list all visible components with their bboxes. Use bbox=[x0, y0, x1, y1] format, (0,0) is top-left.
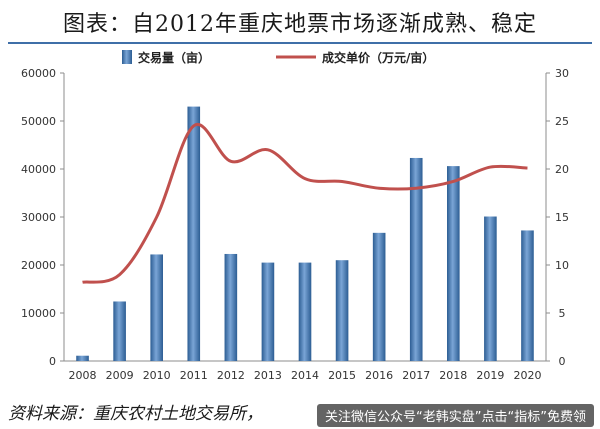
bar-2017 bbox=[409, 157, 423, 361]
bar-2009 bbox=[113, 301, 126, 361]
legend-label-line: 成交单价（万元/亩） bbox=[322, 50, 434, 65]
legend-label-bar: 交易量（亩） bbox=[138, 50, 210, 65]
page-title: 图表：自2012年重庆地票市场逐渐成熟、稳定 bbox=[63, 12, 537, 37]
x-tick-label: 2009 bbox=[106, 369, 134, 382]
x-tick-label: 2017 bbox=[402, 369, 430, 382]
bar-2018 bbox=[447, 166, 460, 361]
x-tick-label: 2019 bbox=[476, 369, 504, 382]
y-left-tick-label: 10000 bbox=[21, 307, 56, 320]
x-tick-label: 2016 bbox=[365, 369, 393, 382]
bar-2020 bbox=[521, 230, 534, 361]
y-right-tick-label: 30 bbox=[555, 67, 569, 80]
x-tick-label: 2010 bbox=[143, 369, 171, 382]
x-tick-label: 2008 bbox=[69, 369, 97, 382]
x-tick-label: 2020 bbox=[513, 369, 541, 382]
bar-2019 bbox=[484, 216, 497, 361]
y-right-tick-label: 25 bbox=[555, 115, 569, 128]
bar-2012 bbox=[224, 253, 238, 361]
y-left-tick-label: 60000 bbox=[21, 67, 56, 80]
x-tick-label: 2011 bbox=[180, 369, 208, 382]
legend-swatch-bar bbox=[122, 50, 132, 64]
bar-2016 bbox=[372, 232, 386, 361]
bar-2008 bbox=[76, 355, 89, 361]
bar-2015 bbox=[335, 260, 349, 361]
bar-2013 bbox=[261, 262, 275, 361]
watermark-banner: 关注微信公众号“老韩实盘”点击“指标”免费领 bbox=[317, 404, 594, 427]
y-left-tick-label: 0 bbox=[49, 355, 56, 368]
bar-2014 bbox=[298, 262, 312, 361]
x-tick-label: 2015 bbox=[328, 369, 356, 382]
x-tick-label: 2012 bbox=[217, 369, 245, 382]
y-left-tick-label: 50000 bbox=[21, 115, 56, 128]
y-right-tick-label: 20 bbox=[555, 163, 569, 176]
bar-2011 bbox=[187, 106, 201, 361]
x-tick-label: 2018 bbox=[439, 369, 467, 382]
x-tick-label: 2014 bbox=[291, 369, 319, 382]
x-tick-label: 2013 bbox=[254, 369, 282, 382]
y-left-tick-label: 30000 bbox=[21, 211, 56, 224]
y-right-tick-label: 15 bbox=[555, 211, 569, 224]
bar-2010 bbox=[150, 254, 163, 361]
title-divider bbox=[8, 42, 592, 44]
source-note: 资料来源：重庆农村土地交易所， bbox=[8, 404, 263, 424]
y-right-tick-label: 10 bbox=[555, 259, 569, 272]
y-left-tick-label: 20000 bbox=[21, 259, 56, 272]
y-right-tick-label: 0 bbox=[559, 355, 566, 368]
price-line bbox=[82, 122, 528, 284]
y-right-tick-label: 5 bbox=[559, 307, 566, 320]
y-left-tick-label: 40000 bbox=[21, 163, 56, 176]
